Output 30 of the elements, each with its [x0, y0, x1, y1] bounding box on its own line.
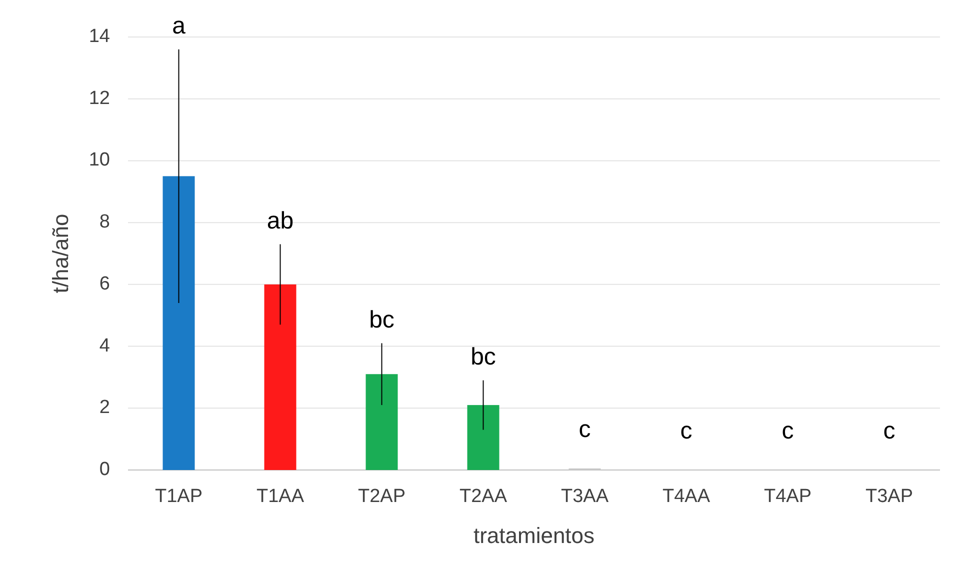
x-tick-label: T2AP [358, 486, 406, 507]
x-tick-label: T4AP [764, 486, 812, 507]
bar [366, 374, 398, 470]
x-tick-label: T1AA [256, 486, 304, 507]
y-tick-label: 12 [88, 88, 110, 109]
y-tick-label: 2 [99, 397, 110, 418]
y-tick-label: 14 [88, 26, 110, 48]
x-tick-label: T4AA [662, 486, 710, 507]
annotation: a [172, 12, 186, 40]
x-tick-label: T3AP [865, 486, 914, 507]
y-tick-label: 0 [99, 459, 110, 480]
y-axis-title: t/ha/año [48, 214, 73, 294]
annotation: c [680, 417, 692, 444]
y-tick-label: 6 [99, 273, 110, 294]
bar [162, 176, 195, 470]
annotation: bc [470, 344, 496, 371]
annotation: ab [266, 208, 294, 235]
bar [264, 284, 296, 470]
y-tick-label: 4 [99, 335, 110, 356]
x-tick-label: T3AA [560, 486, 609, 507]
x-tick-label: T1AP [154, 486, 203, 507]
annotation: c [883, 417, 896, 444]
annotation: c [578, 416, 591, 443]
x-axis-title: tratamientos [473, 523, 595, 548]
annotation: bc [369, 306, 394, 334]
bar [467, 405, 500, 470]
y-tick-label: 8 [99, 212, 110, 233]
x-tick-label: T2AA [459, 486, 508, 507]
annotation: c [782, 417, 794, 444]
y-tick-label: 10 [88, 150, 110, 171]
